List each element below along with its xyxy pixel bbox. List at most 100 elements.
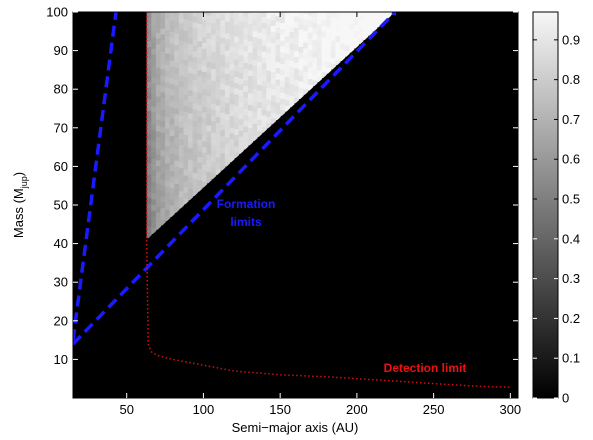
y-tick-label: 40: [54, 236, 68, 251]
heatmap-cell: [224, 119, 231, 127]
heatmap-cell: [151, 210, 157, 217]
heatmap-cell: [160, 103, 166, 110]
heatmap-cell: [211, 103, 217, 110]
heatmap-cell: [165, 180, 171, 187]
heatmap-cell: [270, 77, 277, 84]
heatmap-cell: [155, 43, 162, 51]
heatmap-cell: [238, 89, 244, 96]
y-tick-label: 50: [54, 198, 68, 213]
heatmap-cell: [197, 63, 203, 71]
heatmap-cell: [349, 17, 355, 24]
heatmap-cell: [234, 47, 240, 54]
heatmap-cell: [206, 32, 212, 39]
heatmap-cell: [206, 95, 212, 103]
heatmap-cell: [169, 77, 175, 84]
heatmap-cell: [160, 16, 166, 23]
annotation-detection: Detection limit: [384, 361, 467, 375]
heatmap-cell: [321, 25, 327, 32]
y-tick-label: 100: [46, 5, 68, 20]
heatmap-cell: [298, 23, 304, 30]
heatmap-cell: [284, 82, 290, 89]
heatmap-cell: [257, 72, 263, 80]
heatmap-cell: [178, 45, 185, 53]
heatmap-cell: [266, 46, 272, 54]
heatmap-cell: [220, 135, 226, 142]
heatmap-cell: [160, 196, 166, 203]
heatmap-cell: [261, 45, 267, 52]
heatmap-cell: [165, 64, 171, 71]
heatmap-cell: [224, 125, 231, 132]
heatmap-cell: [178, 69, 185, 76]
heatmap-cell: [169, 123, 175, 131]
heatmap-cell: [188, 188, 194, 195]
heatmap-cell: [243, 21, 249, 29]
heatmap-cell: [335, 35, 341, 43]
heatmap-cell: [353, 24, 360, 32]
heatmap-cell: [215, 157, 221, 164]
heatmap-cell: [178, 51, 185, 59]
heatmap-cell: [261, 80, 267, 87]
heatmap-cell: [257, 107, 263, 114]
heatmap-cell: [201, 140, 208, 148]
heatmap-cell: [146, 208, 152, 216]
heatmap-cell: [155, 130, 162, 138]
heatmap-cell: [178, 144, 185, 151]
heatmap-cell: [280, 40, 286, 47]
heatmap-cell: [197, 69, 203, 77]
heatmap-cell: [220, 118, 226, 125]
heatmap-cell: [165, 214, 171, 222]
heatmap-cell: [252, 134, 258, 142]
heatmap-cell: [174, 67, 180, 74]
heatmap-cell: [293, 12, 300, 17]
heatmap-cell: [344, 27, 350, 34]
heatmap-cell: [234, 151, 240, 159]
heatmap-cell: [224, 160, 231, 167]
heatmap-cell: [280, 51, 286, 59]
heatmap-cell: [220, 83, 226, 90]
heatmap-cell: [155, 78, 162, 86]
heatmap-cell: [229, 121, 235, 128]
heatmap-cell: [266, 29, 272, 36]
heatmap-cell: [243, 39, 249, 46]
heatmap-cell: [151, 65, 157, 72]
heatmap-cell: [224, 32, 231, 40]
heatmap-cell: [293, 85, 300, 92]
heatmap-cell: [284, 76, 290, 83]
heatmap-cell: [155, 211, 162, 219]
heatmap-cell: [215, 104, 221, 112]
heatmap-cell: [165, 99, 171, 106]
heatmap-cell: [316, 64, 323, 71]
heatmap-cell: [201, 65, 208, 72]
heatmap-cell: [183, 12, 189, 20]
heatmap-cell: [211, 68, 217, 75]
heatmap-cell: [275, 67, 281, 74]
heatmap-cell: [344, 38, 350, 46]
heatmap-cell: [386, 12, 392, 19]
heatmap-cell: [307, 55, 313, 62]
heatmap-cell: [293, 67, 300, 75]
heatmap-cell: [197, 87, 203, 94]
heatmap-cell: [367, 17, 373, 25]
heatmap-cell: [298, 75, 304, 82]
heatmap-cell: [155, 107, 162, 114]
heatmap-cell: [151, 30, 157, 38]
heatmap-cell: [275, 55, 281, 63]
heatmap-cell: [151, 152, 157, 159]
heatmap-cell: [146, 87, 152, 94]
heatmap-cell: [183, 140, 189, 147]
heatmap-cell: [215, 75, 221, 83]
heatmap-cell: [234, 88, 240, 95]
heatmap-cell: [169, 100, 175, 108]
heatmap-cell: [151, 134, 157, 142]
heatmap-cell: [188, 153, 194, 160]
heatmap-cell: [197, 52, 203, 59]
heatmap-cell: [169, 89, 175, 96]
heatmap-cell: [229, 40, 235, 47]
heatmap-cell: [197, 58, 203, 65]
heatmap-cell: [197, 133, 203, 140]
heatmap-cell: [169, 187, 175, 194]
heatmap-cell: [165, 110, 171, 118]
x-tick-label: 150: [269, 402, 291, 417]
heatmap-cell: [211, 85, 217, 93]
heatmap-cell: [252, 82, 258, 90]
